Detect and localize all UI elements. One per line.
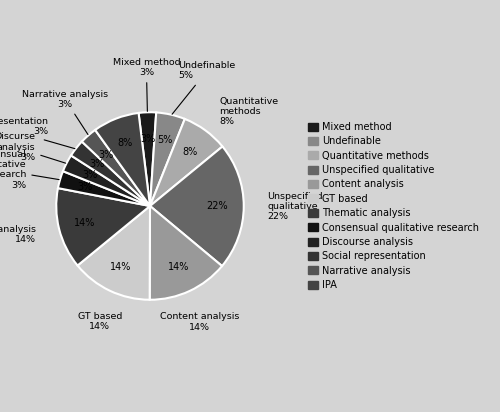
Wedge shape <box>71 142 150 206</box>
Text: 3%: 3% <box>82 170 98 180</box>
Text: Social representation
3%: Social representation 3% <box>0 117 75 149</box>
Text: 14%: 14% <box>74 218 95 227</box>
Wedge shape <box>82 130 150 206</box>
Wedge shape <box>78 206 150 300</box>
Text: 3%: 3% <box>98 150 113 160</box>
Text: Unspecified
qualitative
22%: Unspecified qualitative 22% <box>267 192 323 221</box>
Text: Mixed method
3%: Mixed method 3% <box>112 58 180 111</box>
Wedge shape <box>58 171 150 206</box>
Text: 22%: 22% <box>206 201 229 211</box>
Text: Content analysis
14%: Content analysis 14% <box>160 312 239 332</box>
Wedge shape <box>63 155 150 206</box>
Wedge shape <box>95 113 150 206</box>
Text: 14%: 14% <box>110 262 132 272</box>
Wedge shape <box>150 147 244 266</box>
Text: 14%: 14% <box>168 262 189 272</box>
Text: 3%: 3% <box>140 133 156 143</box>
Text: GT based
14%: GT based 14% <box>78 312 122 331</box>
Wedge shape <box>150 206 222 300</box>
Text: 5%: 5% <box>158 135 172 145</box>
Text: Thematic analysis
14%: Thematic analysis 14% <box>0 225 36 244</box>
Wedge shape <box>150 119 222 206</box>
Text: Discurse
analysis
3%: Discurse analysis 3% <box>0 132 66 163</box>
Text: Narrative analysis
3%: Narrative analysis 3% <box>22 89 108 135</box>
Wedge shape <box>138 112 156 206</box>
Text: Consensual
qualitative
research
3%: Consensual qualitative research 3% <box>0 150 59 190</box>
Text: Undefinable
5%: Undefinable 5% <box>172 61 236 114</box>
Wedge shape <box>150 112 185 206</box>
Legend: Mixed method, Undefinable, Quantitative methods, Unspecified qualitative, Conten: Mixed method, Undefinable, Quantitative … <box>305 119 482 293</box>
Text: 8%: 8% <box>182 147 198 157</box>
Text: 3%: 3% <box>78 182 93 192</box>
Wedge shape <box>56 188 150 265</box>
Text: Quantitative
methods
8%: Quantitative methods 8% <box>219 96 278 126</box>
Text: 8%: 8% <box>118 138 133 148</box>
Text: 3%: 3% <box>89 159 104 169</box>
